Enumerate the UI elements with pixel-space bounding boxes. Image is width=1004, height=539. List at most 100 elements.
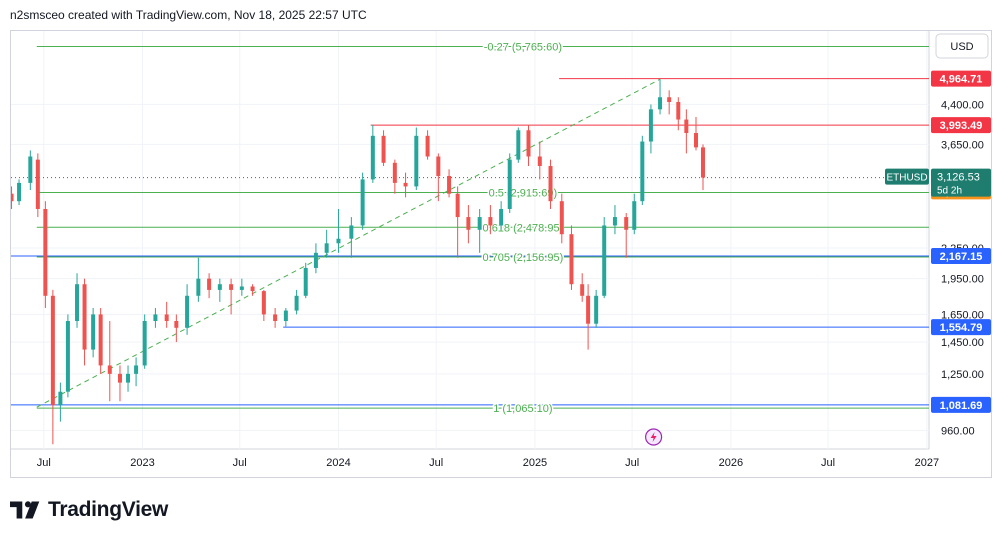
horizontal-lines [11,78,929,406]
fib-level-label: 0.705 (2,156.95) [483,252,564,264]
fib-level-label: -0.27 (5,765.60) [484,42,562,54]
candle-body [632,201,637,230]
price-chart[interactable]: -0.27 (5,765.60) 0.5 (2,915.69) 0.618 (2,4… [11,31,993,479]
candle-body [700,147,705,178]
fib-level-label: 1 (1,065.10) [493,403,552,415]
candle-body [107,365,112,374]
price-axis[interactable]: 4,400.003,650.002,250.001,950.001,650.00… [935,33,989,437]
countdown-label: 5d 2h [937,186,962,197]
candle-body [526,130,531,157]
candle-body [35,159,40,209]
y-tick-label: 1,450.00 [941,337,984,349]
candle-body [65,321,70,392]
x-tick-label: Jul [429,457,443,469]
y-tick-label: 1,950.00 [941,274,984,286]
price-tag-background [931,117,991,134]
candle-body [676,102,681,120]
candle-body [370,135,375,180]
candle-body [303,267,308,296]
candle-body [82,284,87,350]
candle-body [250,286,255,292]
fib-level-label: 0.618 (2,478.95) [483,222,564,234]
footer: TradingView [10,496,168,524]
price-tags: 4,964.713,993.492,932.152,167.151,554.79… [644,70,991,446]
candle-body [239,286,244,290]
candle-body [648,109,653,142]
candle-body [414,135,419,187]
x-tick-label: 2025 [523,457,547,469]
candle-body [313,252,318,268]
tradingview-brand: TradingView [48,498,169,521]
candle-body [436,156,441,176]
candle-body [694,133,699,148]
price-tag-background [931,396,991,413]
x-tick-label: Jul [821,457,835,469]
candle-body [174,321,179,328]
candle-body [447,175,452,194]
candle-body [58,391,63,406]
candle-body [586,295,591,324]
candle-body [28,156,33,183]
candle-body [273,314,278,322]
price-tag-label: 2,167.15 [940,251,983,263]
candle-body [75,284,80,322]
candle-body [499,208,504,226]
candle-body [126,373,131,383]
candle-body [403,182,408,187]
chart-frame[interactable]: -0.27 (5,765.60) 0.5 (2,915.69) 0.618 (2,4… [10,30,992,478]
candle-body [580,284,585,296]
last-price-label: 3,126.53 [937,172,980,184]
candle-body [488,217,493,226]
candle-body [667,97,672,103]
price-tag-label: 1,081.69 [940,400,983,412]
candle-body [164,314,169,322]
x-tick-label: Jul [233,457,247,469]
candle-body [537,156,542,167]
candle-body [283,310,288,322]
candle-body [392,162,397,183]
symbol-tag-label: ETHUSD [886,173,927,184]
candle-body [142,321,147,366]
candles [11,79,705,445]
candle-body [624,217,629,230]
x-tick-label: Jul [625,457,639,469]
lightning-icon [644,428,663,446]
candle-body [507,159,512,209]
candle-body [640,141,645,202]
candle-body [594,295,599,324]
candle-body [425,135,430,157]
candle-body [658,97,663,110]
price-tag-label: 4,964.71 [940,74,983,86]
candle-body [17,182,22,202]
x-tick-label: 2023 [130,457,154,469]
candle-body [548,166,553,202]
candle-body [516,130,521,160]
candle-body [324,243,329,253]
trendline [36,78,661,408]
candle-body [217,284,222,290]
candle-body [261,291,266,315]
price-tag-label: 1,554.79 [940,322,983,334]
candle-body [134,365,139,374]
candle-body [294,295,299,311]
price-tag-background [931,248,991,265]
candle-body [477,217,482,230]
symbol-tag-background [885,168,929,185]
price-tag-label: 3,993.49 [940,120,983,132]
candle-body [559,201,564,235]
x-tick-label: 2024 [326,457,350,469]
x-tick-label: 2027 [915,457,939,469]
price-tag-background [931,319,991,336]
candle-body [381,135,386,163]
y-tick-label: 1,650.00 [941,309,984,321]
candle-body [185,295,190,328]
time-axis[interactable]: Jul 2023 Jul 2024 Jul 2025 Jul 2026 Jul 2027 [37,457,939,469]
tradingview-logo-icon [10,501,40,519]
candle-body [50,295,55,406]
grid [11,31,930,450]
candle-body [11,193,14,202]
y-tick-label: 960.00 [941,425,975,437]
currency-button-frame [935,33,989,59]
candle-body [91,314,96,350]
y-tick-label: 4,400.00 [941,99,984,111]
